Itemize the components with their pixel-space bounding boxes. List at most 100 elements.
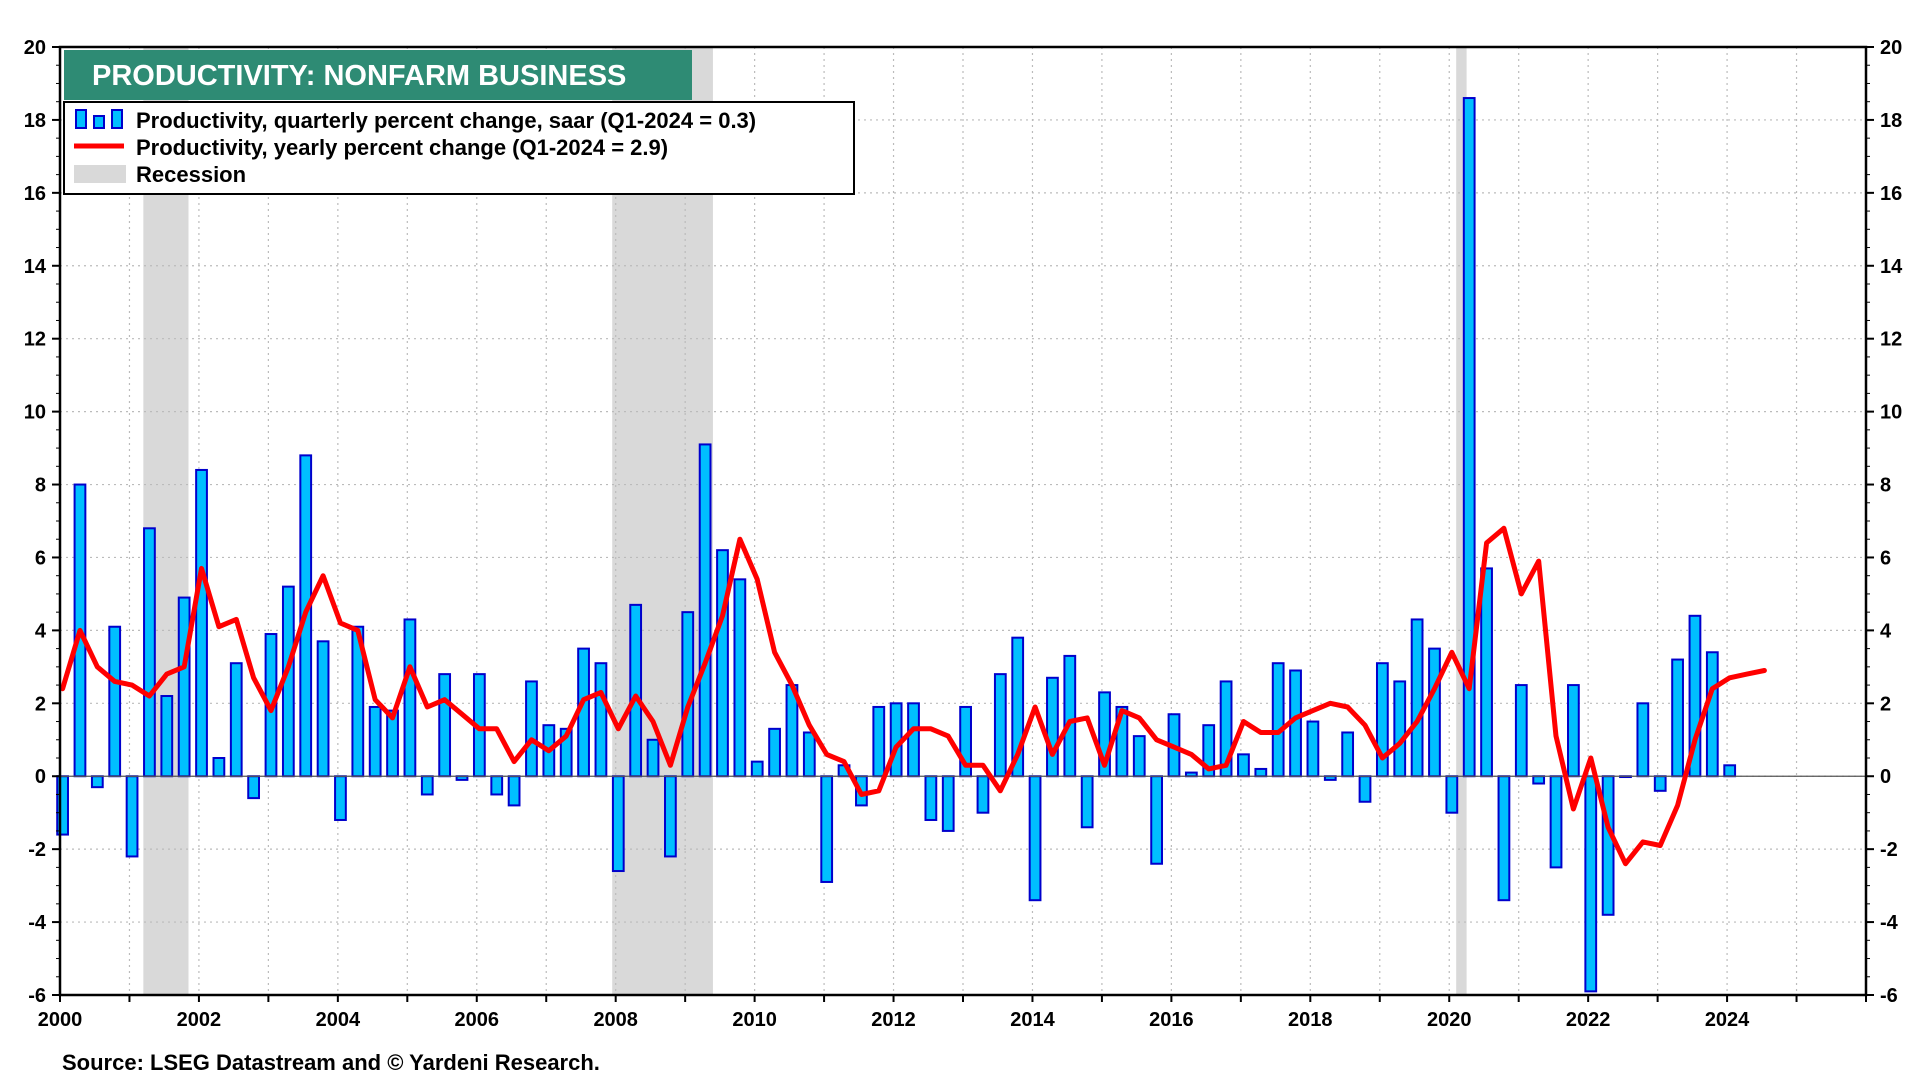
legend-box [63, 101, 855, 195]
xtick-label-1: 2002 [177, 1009, 222, 1031]
ytick-label-left-7: 8 [35, 475, 46, 497]
legend-bar-swatch-0 [75, 109, 87, 129]
recession-bands [143, 47, 1467, 995]
recession-band-1 [612, 47, 713, 995]
bar-q-3 [108, 625, 122, 778]
ytick-label-left-10: 14 [24, 256, 47, 278]
bar-q-54 [993, 673, 1007, 778]
bar-q-2 [90, 775, 104, 789]
xtick-label-0: 2000 [38, 1009, 83, 1031]
bar-q-68 [1237, 753, 1250, 778]
bar-q-91 [1636, 702, 1650, 778]
ytick-label-left-6: 6 [35, 547, 46, 569]
ytick-label-right-5: 4 [1880, 620, 1892, 642]
bar-q-93 [1671, 658, 1684, 778]
bar-q-38 [716, 549, 729, 778]
legend-bar-swatch-2 [111, 109, 123, 129]
bar-q-96 [1723, 764, 1737, 778]
bar-q-50 [924, 775, 938, 821]
xtick-label-11: 2022 [1566, 1009, 1611, 1031]
ytick-label-left-2: -2 [28, 839, 46, 861]
ytick-label-right-6: 6 [1880, 547, 1891, 569]
bar-q-31 [594, 662, 608, 778]
recession-band-2 [1456, 47, 1467, 995]
bar-q-80 [1445, 775, 1459, 814]
bar-q-72 [1306, 720, 1320, 778]
bar-q-25 [490, 775, 504, 796]
y-axis-right: -6 -4 -2 0 2 4 6 8 10 12 14 16 18 20 [1866, 37, 1903, 1007]
legend-item-yearly: Productivity, yearly percent change (Q1-… [136, 135, 668, 160]
bar-q-56 [1028, 775, 1042, 902]
bar-q-69 [1254, 767, 1268, 778]
xtick-label-3: 2006 [455, 1009, 500, 1031]
ytick-label-left-12: 18 [24, 110, 46, 132]
bar-q-53 [976, 775, 990, 814]
ytick-label-left-3: 0 [35, 766, 46, 788]
bar-q-79 [1428, 647, 1441, 778]
bar-q-75 [1358, 775, 1372, 803]
xtick-label-6: 2012 [871, 1009, 916, 1031]
ytick-label-left-11: 16 [24, 183, 46, 205]
xtick-label-9: 2018 [1288, 1009, 1333, 1031]
ytick-label-right-0: -6 [1880, 985, 1898, 1007]
yearly-change-line [60, 525, 1767, 867]
bar-q-49 [907, 702, 920, 778]
bar-q-74 [1341, 731, 1355, 778]
bar-q-59 [1080, 775, 1094, 829]
ytick-label-right-12: 18 [1880, 110, 1902, 132]
chart-title: PRODUCTIVITY: NONFARM BUSINESS [92, 60, 626, 92]
ytick-label-left-1: -4 [28, 912, 47, 934]
bar-q-85 [1532, 775, 1546, 785]
bar-q-63 [1150, 775, 1164, 865]
ytick-label-right-7: 8 [1880, 475, 1891, 497]
bar-q-40 [750, 760, 764, 778]
bar-q-34 [646, 738, 660, 778]
ytick-label-right-4: 2 [1880, 693, 1891, 715]
bar-q-27 [525, 680, 538, 778]
legend-recession-swatch [74, 165, 126, 183]
quarterly-bars [56, 97, 1737, 993]
ytick-label-right-2: -2 [1880, 839, 1898, 861]
bar-q-43 [802, 731, 816, 778]
ytick-label-left-0: -6 [28, 985, 46, 1007]
bar-q-20 [403, 618, 417, 778]
ytick-label-left-5: 4 [35, 620, 47, 642]
xtick-label-12: 2024 [1705, 1009, 1750, 1031]
recession-band-0 [143, 47, 189, 995]
title-box: PRODUCTIVITY: NONFARM BUSINESS [64, 50, 692, 100]
bar-q-82 [1480, 567, 1493, 778]
bar-q-7 [177, 596, 191, 778]
bar-q-86 [1549, 775, 1563, 869]
bar-q-58 [1063, 654, 1077, 778]
bar-q-89 [1601, 775, 1615, 916]
bar-q-92 [1653, 775, 1667, 792]
xtick-label-7: 2014 [1010, 1009, 1055, 1031]
bar-q-5 [143, 527, 156, 778]
bar-q-9 [212, 757, 226, 778]
legend-bar-swatch-1 [93, 115, 105, 129]
bar-q-95 [1705, 651, 1719, 778]
bar-q-6 [160, 695, 174, 778]
bar-q-11 [247, 775, 261, 800]
xtick-label-5: 2010 [732, 1009, 777, 1031]
bar-q-15 [316, 640, 330, 778]
bar-q-41 [768, 727, 781, 778]
ytick-label-left-9: 12 [24, 329, 46, 351]
bar-q-44 [820, 775, 834, 883]
bar-q-78 [1410, 618, 1424, 778]
ytick-label-right-13: 20 [1880, 37, 1902, 59]
bar-q-26 [507, 775, 521, 807]
x-axis: 2000 2002 2004 2006 2008 2010 2012 2014 2016 2018… [38, 995, 1867, 1031]
ytick-label-right-10: 14 [1880, 256, 1903, 278]
legend-item-recession: Recession [136, 162, 246, 187]
bar-q-21 [420, 775, 434, 796]
bar-q-87 [1567, 684, 1580, 778]
bar-q-57 [1046, 676, 1059, 778]
xtick-label-8: 2016 [1149, 1009, 1194, 1031]
title-background [64, 50, 692, 100]
xtick-label-10: 2020 [1427, 1009, 1472, 1031]
bar-q-62 [1132, 735, 1146, 778]
bar-q-37 [698, 443, 712, 778]
